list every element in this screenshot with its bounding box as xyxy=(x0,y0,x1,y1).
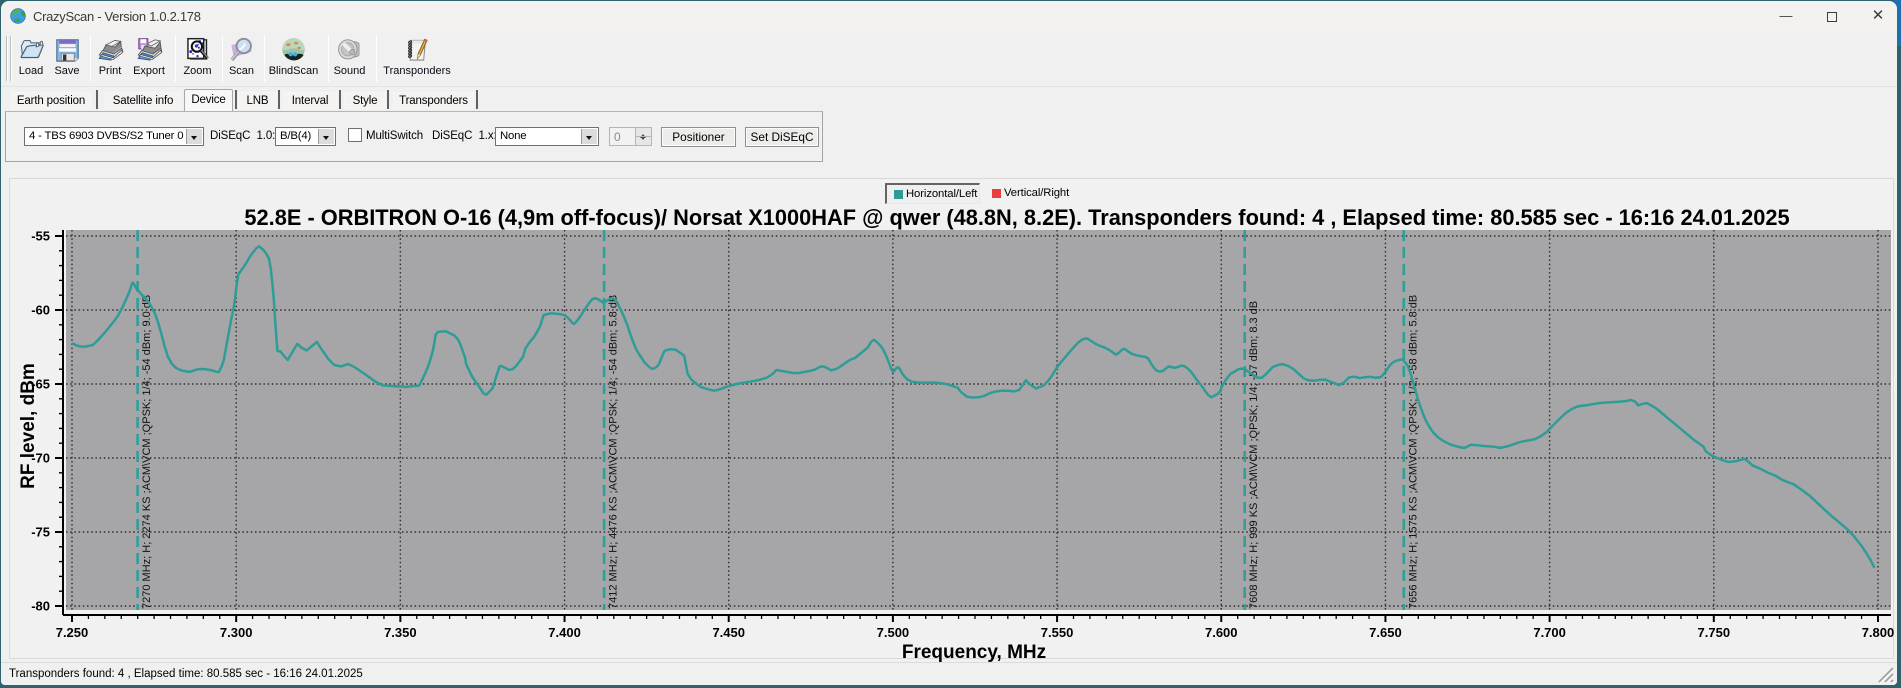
svg-text:7270 MHz; H; 2274 KS ;ACM\VCM: 7270 MHz; H; 2274 KS ;ACM\VCM ;QPSK; 1/4… xyxy=(141,295,153,609)
svg-text:7.600: 7.600 xyxy=(1205,625,1238,640)
svg-text:-65: -65 xyxy=(31,377,50,392)
svg-text:Frequency, MHz: Frequency, MHz xyxy=(902,642,1046,663)
svg-text:7.300: 7.300 xyxy=(220,625,253,640)
svg-text:7.650: 7.650 xyxy=(1369,625,1402,640)
svg-text:7.800: 7.800 xyxy=(1862,625,1895,640)
svg-text:7.500: 7.500 xyxy=(877,625,910,640)
svg-text:7608 MHz; H; 999 KS ;ACM\VCM ;: 7608 MHz; H; 999 KS ;ACM\VCM ;QPSK; 1/4;… xyxy=(1248,301,1260,609)
svg-text:7.400: 7.400 xyxy=(548,625,581,640)
svg-text:-70: -70 xyxy=(31,451,50,466)
svg-text:-80: -80 xyxy=(31,599,50,614)
svg-text:7.450: 7.450 xyxy=(712,625,745,640)
svg-text:7.750: 7.750 xyxy=(1698,625,1731,640)
svg-text:RF level, dBm: RF level, dBm xyxy=(18,363,39,489)
svg-text:-55: -55 xyxy=(31,229,50,244)
svg-text:-75: -75 xyxy=(31,525,50,540)
svg-text:7.250: 7.250 xyxy=(56,625,89,640)
svg-text:7.350: 7.350 xyxy=(384,625,417,640)
svg-text:7412 MHz; H; 4476 KS ;ACM\VCM: 7412 MHz; H; 4476 KS ;ACM\VCM ;QPSK; 1/4… xyxy=(608,295,620,609)
svg-text:7656 MHz; H; 1575 KS ;ACM\VCM: 7656 MHz; H; 1575 KS ;ACM\VCM ;QPSK; 1/2… xyxy=(1407,295,1419,609)
svg-text:-60: -60 xyxy=(31,303,50,318)
svg-text:7.550: 7.550 xyxy=(1041,625,1074,640)
svg-text:7.700: 7.700 xyxy=(1533,625,1566,640)
